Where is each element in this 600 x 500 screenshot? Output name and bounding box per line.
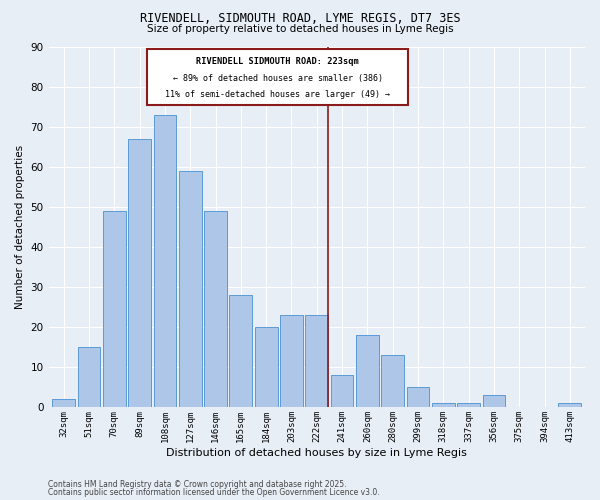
Bar xyxy=(559,403,581,407)
Bar xyxy=(255,327,278,407)
Text: RIVENDELL, SIDMOUTH ROAD, LYME REGIS, DT7 3ES: RIVENDELL, SIDMOUTH ROAD, LYME REGIS, DT… xyxy=(140,12,460,26)
Bar xyxy=(482,395,505,407)
Y-axis label: Number of detached properties: Number of detached properties xyxy=(15,144,25,309)
Bar xyxy=(432,403,455,407)
Bar xyxy=(154,114,176,407)
Text: Contains public sector information licensed under the Open Government Licence v3: Contains public sector information licen… xyxy=(48,488,380,497)
Bar xyxy=(407,387,430,407)
Bar xyxy=(103,210,126,407)
X-axis label: Distribution of detached houses by size in Lyme Regis: Distribution of detached houses by size … xyxy=(166,448,467,458)
Bar xyxy=(179,170,202,407)
Bar xyxy=(457,403,480,407)
Bar xyxy=(204,210,227,407)
Bar xyxy=(331,375,353,407)
Bar xyxy=(381,355,404,407)
Bar xyxy=(128,138,151,407)
Text: 11% of semi-detached houses are larger (49) →: 11% of semi-detached houses are larger (… xyxy=(165,90,390,99)
Bar xyxy=(52,399,75,407)
Text: Contains HM Land Registry data © Crown copyright and database right 2025.: Contains HM Land Registry data © Crown c… xyxy=(48,480,347,489)
Text: Size of property relative to detached houses in Lyme Regis: Size of property relative to detached ho… xyxy=(146,24,454,34)
Bar xyxy=(229,295,252,407)
Bar xyxy=(305,315,328,407)
Bar xyxy=(280,315,303,407)
Bar xyxy=(147,48,408,104)
Text: RIVENDELL SIDMOUTH ROAD: 223sqm: RIVENDELL SIDMOUTH ROAD: 223sqm xyxy=(196,57,359,66)
Text: ← 89% of detached houses are smaller (386): ← 89% of detached houses are smaller (38… xyxy=(173,74,383,83)
Bar xyxy=(77,347,100,407)
Bar xyxy=(356,335,379,407)
